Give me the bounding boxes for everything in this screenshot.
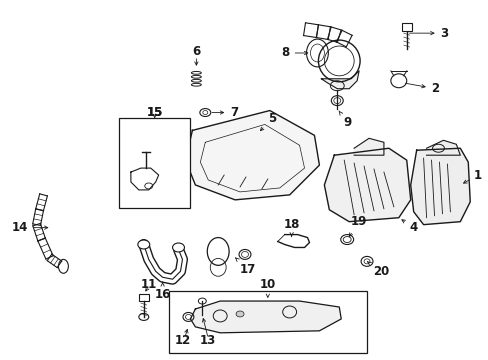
Polygon shape <box>426 140 459 155</box>
Ellipse shape <box>172 243 184 252</box>
Polygon shape <box>410 148 469 225</box>
Text: 7: 7 <box>212 106 238 119</box>
Text: 9: 9 <box>338 111 350 129</box>
Polygon shape <box>185 111 319 200</box>
Polygon shape <box>353 138 383 155</box>
Text: 16: 16 <box>154 282 170 301</box>
Text: 4: 4 <box>401 220 417 234</box>
Text: 17: 17 <box>235 258 256 276</box>
Polygon shape <box>321 71 358 89</box>
Text: 10: 10 <box>259 278 275 297</box>
Ellipse shape <box>138 240 149 249</box>
Bar <box>168 291 366 353</box>
Text: 6: 6 <box>192 45 200 58</box>
Text: 1: 1 <box>463 168 481 183</box>
Bar <box>139 294 148 301</box>
Polygon shape <box>324 148 410 222</box>
Polygon shape <box>190 301 341 333</box>
Bar <box>119 118 190 208</box>
Text: 15: 15 <box>146 106 163 119</box>
Text: 19: 19 <box>348 215 366 237</box>
Text: 18: 18 <box>283 218 299 237</box>
Text: 11: 11 <box>141 278 157 291</box>
Text: 3: 3 <box>408 27 447 40</box>
Text: 14: 14 <box>12 221 48 234</box>
Text: 5: 5 <box>260 112 275 131</box>
Text: 15: 15 <box>146 106 163 119</box>
Text: 13: 13 <box>200 334 216 347</box>
Text: 8: 8 <box>281 46 307 59</box>
Text: 12: 12 <box>174 334 190 347</box>
Ellipse shape <box>236 311 244 317</box>
Text: 20: 20 <box>367 262 388 278</box>
Bar <box>401 23 411 31</box>
Text: 2: 2 <box>405 82 439 95</box>
